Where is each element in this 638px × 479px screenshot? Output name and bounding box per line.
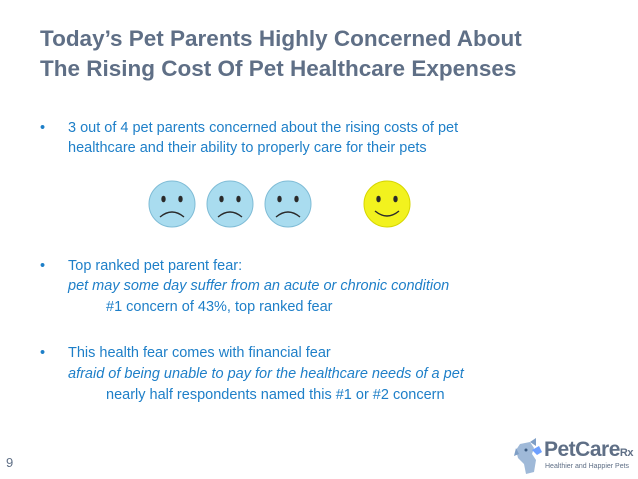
sad-face-icon [148, 180, 196, 228]
bullet-1-line-1: 3 out of 4 pet parents concerned about t… [68, 120, 459, 136]
logo-brand-text: PetCare [544, 438, 620, 461]
logo-tagline: Healthier and Happier Pets [545, 463, 630, 470]
bullet-1-line-2: healthcare and their ability to properly… [68, 140, 427, 156]
bullet-2-line-1: Top ranked pet parent fear: [68, 258, 243, 274]
bullet-3-line-1: This health fear comes with financial fe… [68, 345, 331, 361]
bullet-dot: • [40, 120, 46, 136]
logo-rx-text: Rx [619, 447, 634, 459]
happy-face-icon [363, 180, 411, 228]
bullet-2-italic-line: pet may some day suffer from an acute or… [68, 278, 450, 294]
bullet-2-detail-line: #1 concern of 43%, top ranked fear [106, 299, 333, 315]
petcare-logo: PetCareRx Healthier and Happier Pets [512, 436, 638, 479]
title-line-1: Today’s Pet Parents Highly Concerned Abo… [40, 26, 522, 51]
sad-face-icon [206, 180, 254, 228]
sad-face-icon [264, 180, 312, 228]
logo-wordmark: PetCareRx [544, 438, 633, 462]
bullet-dot: • [40, 345, 46, 361]
slide-number: 9 [6, 455, 14, 470]
dog-icon [514, 438, 542, 474]
bullet-dot: • [40, 258, 46, 274]
title-line-2: The Rising Cost Of Pet Healthcare Expens… [40, 56, 517, 81]
bullet-3-italic-line: afraid of being unable to pay for the he… [68, 366, 464, 382]
slide-title: Today’s Pet Parents Highly Concerned Abo… [40, 24, 620, 84]
bullet-3-detail-line: nearly half respondents named this #1 or… [106, 387, 445, 403]
